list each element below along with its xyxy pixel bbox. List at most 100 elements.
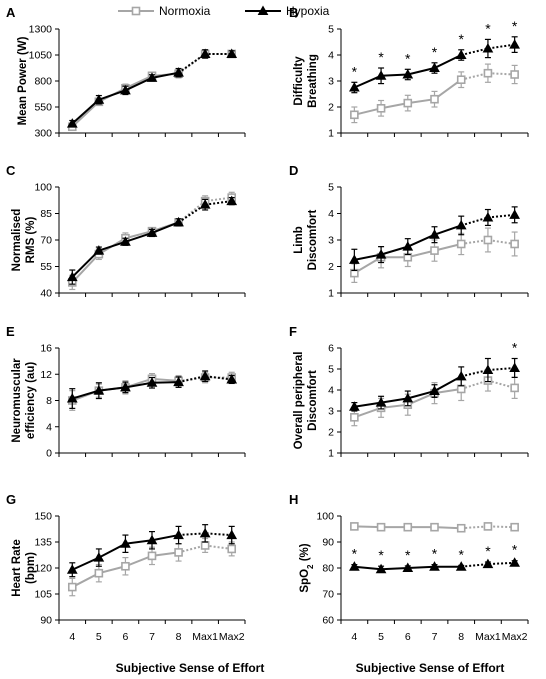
significance-star: * [512,542,518,558]
significance-star: * [485,543,491,559]
series-normoxia [67,191,237,291]
hypoxia-marker [66,564,78,574]
normoxia-marker [510,239,519,249]
y-tick-label: 85 [40,208,52,220]
panel-g: G 90 105 120 135 150 4 5 6 7 8 Max1 Max2 Heart Rate (b… [6,492,246,643]
series-line [71,221,179,278]
normoxia-marker [456,75,466,84]
y-tick-label: 2 [328,261,334,273]
y-tick-label: 5 [328,364,334,376]
series-hypoxia [66,370,238,409]
hypoxia-marker [199,527,211,538]
normoxia-marker [67,582,77,592]
hypoxia-marker [66,271,78,282]
significance-star: * [512,18,518,34]
hypoxia-marker [455,49,467,59]
panel-letter: C [6,163,16,178]
series-line [71,72,179,128]
hypoxia-marker [429,229,440,239]
hypoxia-marker [66,393,78,403]
y-tick-label: 550 [34,102,52,114]
hypoxia-marker [173,376,184,387]
normoxia-marker [483,235,493,245]
normoxia-marker [403,98,413,108]
y-tick-label: 1 [328,288,334,300]
series-line [71,71,179,125]
hypoxia-marker [455,219,467,230]
y-tick-label: 3 [328,235,334,247]
hypoxia-marker [375,249,387,259]
y-tick-label: 60 [322,615,334,627]
series-line-dotted [460,43,515,56]
legend: Normoxia Hypoxia [118,4,330,18]
normoxia-marker [403,522,413,532]
x-tick-label: Max2 [219,631,245,643]
normoxia-marker [483,522,493,531]
normoxia-marker [350,110,359,120]
hypoxia-marker [455,370,467,381]
normoxia-marker [430,246,439,255]
normoxia-marker [131,6,141,16]
legend-item-normoxia: Normoxia [118,4,211,18]
series-normoxia [350,63,519,124]
hypoxia-marker [482,558,494,569]
hypoxia-marker [402,241,414,251]
hypoxia-marker [226,529,238,540]
y-tick-label: 1050 [29,50,53,62]
x-tick-label: 8 [458,631,464,643]
series-line-dotted [460,213,515,227]
normoxia-marker [510,522,519,532]
hypoxia-marker [226,373,238,384]
hypoxia-marker [375,563,387,574]
panel-c: C 40 55 70 85 100 Normalised RMS (%) [6,163,246,300]
y-tick-label: 40 [40,288,52,300]
y-tick-label: 1300 [29,24,53,36]
hypoxia-marker [93,385,105,395]
y-tick-label: 150 [34,511,52,523]
normoxia-marker [227,544,237,554]
series-hypoxia [349,36,520,94]
y-tick-label: 4 [328,50,334,62]
hypoxia-marker [93,245,105,255]
significance-star: * [378,547,384,563]
normoxia-marker [456,239,466,249]
series-hypoxia [66,524,238,578]
significance-star: * [432,546,438,562]
x-tick-label: 5 [378,631,384,643]
hypoxia-marker [199,48,211,58]
y-axis-label: Overall peripheral Discomfort [293,352,319,450]
panel-h: H 60 70 80 90 100 4 5 6 7 8 Max1 Max2 SpO2 (%) * * * * * * * [289,492,529,643]
y-tick-label: 1 [328,448,334,460]
y-axis-label: Neuromuscular efficiency (au) [11,358,37,443]
normoxia-marker [147,551,157,561]
hypoxia-marker [173,529,184,540]
x-axis-title-right: Subjective Sense of Effort [356,661,505,675]
hypoxia-marker [120,381,131,392]
significance-star: * [352,546,358,562]
significance-star: * [512,340,518,356]
hypoxia-marker [120,538,131,548]
y-tick-label: 300 [34,128,52,140]
series-hypoxia [349,557,520,574]
y-tick-label: 70 [322,589,334,601]
series-line [71,221,179,284]
y-tick-label: 16 [40,343,52,355]
y-tick-label: 8 [46,395,52,407]
normoxia-marker [430,522,439,532]
hypoxia-marker [173,216,184,227]
y-tick-label: 100 [316,511,334,523]
y-tick-label: 800 [34,76,52,88]
legend-item-hypoxia: Hypoxia [245,4,330,18]
normoxia-marker [121,561,130,571]
hypoxia-marker [120,84,131,95]
y-tick-label: 90 [322,537,334,549]
y-tick-label: 4 [328,385,334,397]
y-tick-label: 2 [328,427,334,439]
y-tick-label: 2 [328,102,334,114]
hypoxia-marker [429,62,440,72]
y-axis-label: Normalised RMS (%) [11,209,37,272]
significance-star: * [405,547,411,563]
y-tick-label: 105 [34,589,52,601]
